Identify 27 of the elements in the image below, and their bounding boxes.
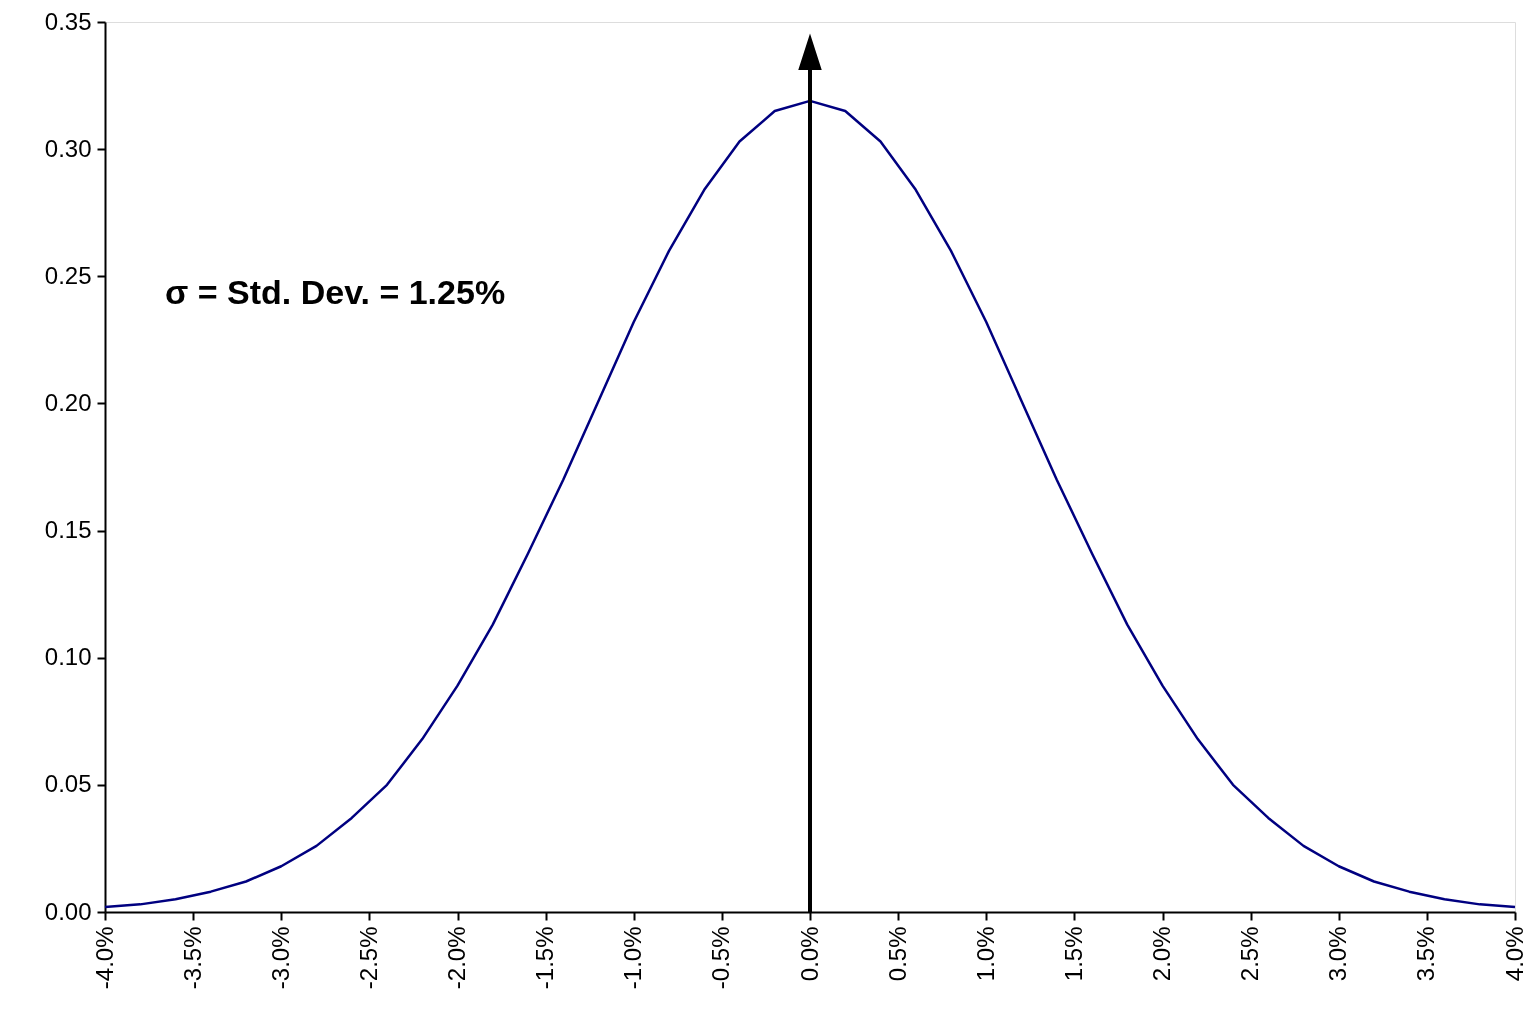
- y-tick-label: 0.10: [44, 643, 92, 671]
- y-tick-label: 0.00: [44, 897, 92, 925]
- x-tick-label: 1.5%: [1059, 926, 1087, 982]
- y-tick-label: 0.05: [44, 770, 92, 798]
- y-tick-label: 0.25: [44, 261, 92, 289]
- y-tick-label: 0.15: [44, 516, 92, 544]
- y-tick-label: 0.30: [44, 134, 92, 162]
- x-tick-label: -1.0%: [619, 926, 647, 990]
- y-tick-label: 0.20: [44, 388, 92, 416]
- annotation: σ = Std. Dev. = 1.25%: [165, 273, 506, 311]
- x-tick-label: 0.0%: [795, 926, 823, 982]
- x-tick-label: -2.5%: [354, 926, 382, 990]
- line-series: [103, 99, 1517, 909]
- x-tick-label: 0.5%: [883, 926, 911, 982]
- x-tick-label: -0.5%: [707, 926, 735, 990]
- x-tick-label: -3.5%: [178, 926, 206, 990]
- x-tick-label: -3.0%: [266, 926, 294, 990]
- y-tick-label: 0.35: [44, 7, 92, 35]
- x-tick-label: 3.0%: [1324, 926, 1352, 982]
- x-tick-label: -2.0%: [443, 926, 470, 990]
- x-tick-label: 3.5%: [1412, 926, 1440, 982]
- x-tick-label: 4.0%: [1500, 926, 1528, 982]
- x-tick-label: 2.0%: [1148, 926, 1175, 982]
- x-tick-label: 2.5%: [1236, 926, 1264, 982]
- x-tick-label: -1.5%: [531, 926, 559, 990]
- x-tick-label: 1.0%: [971, 926, 999, 982]
- x-tick-label: -4.0%: [90, 926, 118, 990]
